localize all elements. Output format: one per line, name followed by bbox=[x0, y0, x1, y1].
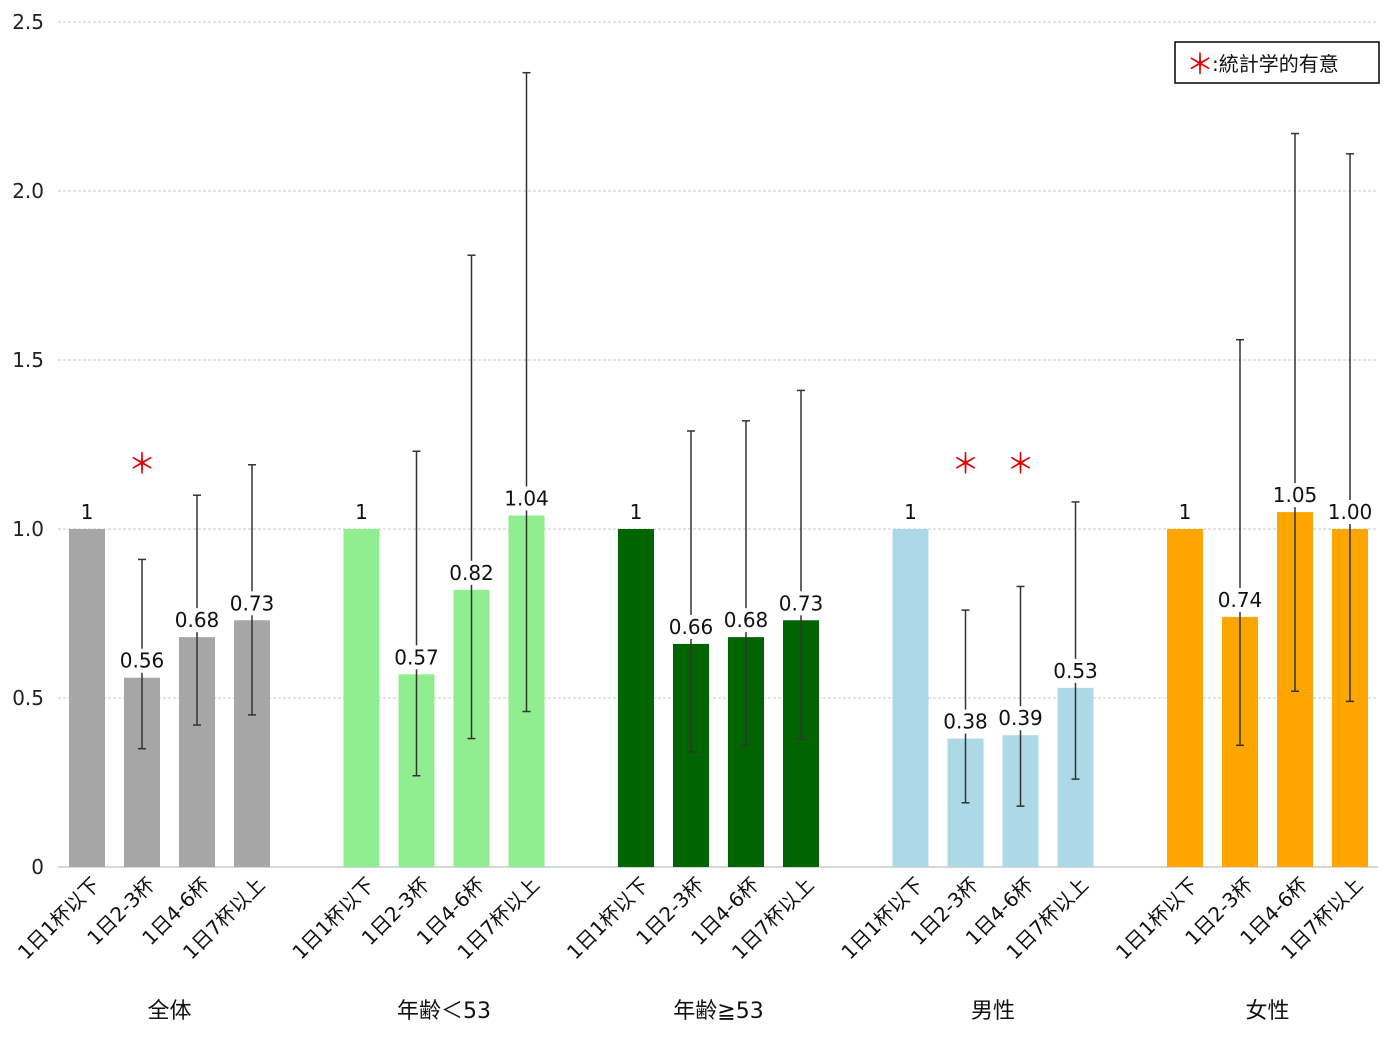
data-label-bg bbox=[1214, 587, 1266, 612]
data-label: 0.57 bbox=[394, 645, 439, 669]
data-label-bg bbox=[445, 560, 498, 585]
data-label: 0.39 bbox=[998, 706, 1043, 730]
group-label: 女性 bbox=[1245, 999, 1289, 1024]
x-category-label: 1日1杯以下 bbox=[13, 873, 105, 965]
bars-layer bbox=[69, 71, 1368, 867]
data-label-bg bbox=[500, 486, 553, 511]
data-label-bg bbox=[939, 709, 992, 734]
data-label: 0.82 bbox=[449, 561, 494, 585]
significance-marker: ＊ bbox=[951, 447, 979, 480]
data-label-bg bbox=[79, 500, 95, 524]
bar bbox=[343, 529, 380, 867]
y-tick-label: 1.0 bbox=[12, 517, 44, 541]
data-label: 1.05 bbox=[1273, 483, 1318, 507]
significance-marker: ＊ bbox=[128, 447, 156, 480]
legend-box bbox=[1174, 41, 1380, 84]
y-tick-label: 0 bbox=[31, 855, 44, 879]
data-label: 0.38 bbox=[943, 710, 988, 734]
data-label: 0.53 bbox=[1053, 659, 1098, 683]
data-label: 1.04 bbox=[504, 486, 549, 510]
data-label: 0.73 bbox=[230, 591, 275, 615]
data-label-bg bbox=[628, 500, 644, 524]
x-category-label: 1日1杯以下 bbox=[287, 873, 379, 965]
data-label: 0.66 bbox=[669, 615, 714, 639]
bar bbox=[69, 529, 105, 867]
bar bbox=[618, 529, 654, 867]
y-tick-label: 0.5 bbox=[12, 686, 44, 710]
data-label-bg bbox=[1269, 483, 1321, 508]
y-tick-label: 2.0 bbox=[12, 179, 44, 203]
data-label-bg bbox=[665, 614, 717, 639]
data-label: 1 bbox=[355, 500, 368, 524]
group-label: 男性 bbox=[971, 999, 1015, 1024]
y-tick-label: 2.5 bbox=[12, 10, 44, 34]
data-label-bg bbox=[390, 645, 443, 670]
data-label-bg bbox=[226, 591, 278, 616]
data-label: 1.00 bbox=[1328, 500, 1373, 524]
legend-marker: ＊ bbox=[1186, 48, 1214, 81]
data-label: 0.68 bbox=[175, 608, 220, 632]
data-label-bg bbox=[116, 648, 168, 673]
x-category-label: 1日1杯以下 bbox=[836, 873, 928, 965]
grid-layer: 0 0.5 1.0 1.5 2.0 2.5 bbox=[12, 10, 1378, 879]
x-category-label: 1日1杯以下 bbox=[1111, 873, 1203, 965]
data-label-bg bbox=[994, 706, 1047, 731]
group-label: 年齢≧53 bbox=[673, 999, 763, 1024]
significance-marker: ＊ bbox=[1006, 447, 1034, 480]
data-label: 1 bbox=[1179, 500, 1192, 524]
data-label-bg bbox=[171, 608, 223, 633]
group-label: 全体 bbox=[147, 999, 191, 1024]
legend-text: :統計学的有意 bbox=[1212, 52, 1339, 76]
bar bbox=[1167, 529, 1203, 867]
data-label-bg bbox=[353, 500, 370, 524]
data-label-bg bbox=[1049, 658, 1102, 683]
data-label: 0.74 bbox=[1218, 588, 1263, 612]
data-label: 1 bbox=[904, 500, 917, 524]
data-label: 1 bbox=[81, 500, 94, 524]
data-label: 1 bbox=[630, 500, 643, 524]
data-label: 0.56 bbox=[120, 649, 165, 673]
data-label-bg bbox=[1177, 500, 1193, 524]
x-category-label: 1日1杯以下 bbox=[562, 873, 654, 965]
bar bbox=[892, 529, 929, 867]
legend: ＊ :統計学的有意 bbox=[1174, 41, 1380, 84]
group-label: 年齢＜53 bbox=[397, 999, 491, 1024]
data-label-bg bbox=[775, 591, 827, 616]
data-label-bg bbox=[902, 500, 919, 524]
data-label-bg bbox=[720, 608, 772, 633]
y-tick-label: 1.5 bbox=[12, 348, 44, 372]
data-label: 0.68 bbox=[724, 608, 769, 632]
data-label: 0.73 bbox=[779, 591, 824, 615]
data-label-bg bbox=[1324, 500, 1376, 524]
